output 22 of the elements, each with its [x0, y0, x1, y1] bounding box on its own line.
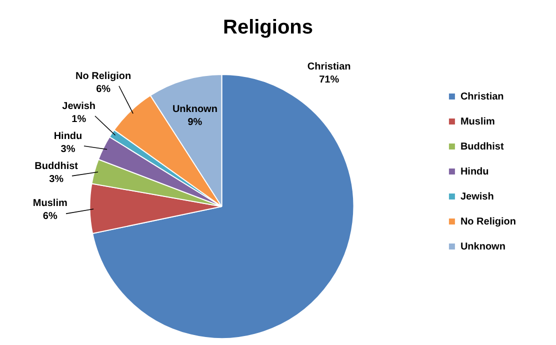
slice-label: Unknown — [172, 104, 218, 116]
legend-label: No Religion — [460, 216, 516, 228]
data-label: 6% — [42, 210, 58, 222]
slice-label: No Religion — [76, 71, 132, 82]
slice-label: Buddhist — [34, 161, 79, 172]
legend-label: Jewish — [460, 191, 494, 202]
legend-label: Hindu — [460, 166, 489, 178]
slice-label: Jewish — [62, 101, 96, 112]
legend-label: Muslim — [460, 116, 496, 128]
data-label: 6% — [96, 84, 111, 96]
legend-label: Buddhist — [460, 141, 504, 152]
data-label: 1% — [72, 114, 86, 126]
legend-label: Christian — [460, 91, 504, 102]
data-label: 71% — [319, 74, 340, 86]
legend-label: Unknown — [460, 241, 506, 252]
slice-label: Christian — [307, 61, 351, 72]
data-label: 3% — [60, 144, 76, 156]
data-label: 3% — [49, 174, 64, 186]
slice-label: Hindu — [54, 131, 82, 142]
data-label: 9% — [188, 117, 202, 128]
chart-title: Religions — [222, 16, 314, 39]
slice-label: Muslim — [32, 198, 68, 209]
